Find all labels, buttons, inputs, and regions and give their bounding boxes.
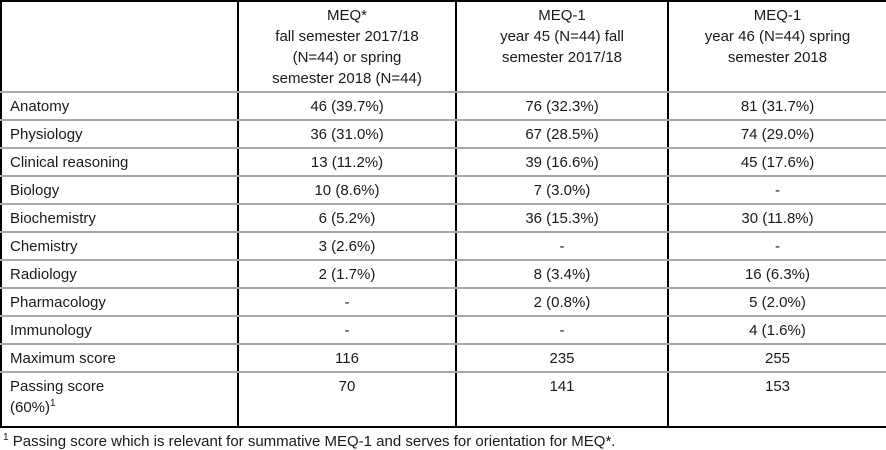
- footnote-marker: 1: [3, 432, 9, 443]
- value-cell: 7 (3.0%): [455, 175, 669, 205]
- value-cell: 6 (5.2%): [237, 203, 457, 233]
- row-label: Immunology: [0, 315, 239, 345]
- table-row: Anatomy 46 (39.7%) 76 (32.3%) 81 (31.7%): [0, 91, 886, 121]
- footnote: 1 Passing score which is relevant for su…: [0, 428, 886, 450]
- value-cell: -: [455, 315, 669, 345]
- value-cell: 153: [667, 371, 886, 428]
- row-label: Clinical reasoning: [0, 147, 239, 177]
- row-label: Passing score (60%)1: [0, 371, 239, 428]
- value-cell: 116: [237, 343, 457, 373]
- value-cell: 13 (11.2%): [237, 147, 457, 177]
- table-row: Passing score (60%)1 70 141 153: [0, 371, 886, 428]
- table-header: MEQ* fall semester 2017/18 (N=44) or spr…: [0, 0, 886, 93]
- table-row: Clinical reasoning 13 (11.2%) 39 (16.6%) 45…: [0, 147, 886, 177]
- header-topics-blank: [0, 0, 239, 93]
- value-cell: 16 (6.3%): [667, 259, 886, 289]
- header-meq1-year46: MEQ-1 year 46 (N=44) spring semester 201…: [667, 0, 886, 93]
- value-cell: 76 (32.3%): [455, 91, 669, 121]
- row-label: Physiology: [0, 119, 239, 149]
- row-label: Biology: [0, 175, 239, 205]
- value-cell: 2 (0.8%): [455, 287, 669, 317]
- value-cell: 45 (17.6%): [667, 147, 886, 177]
- row-label: Pharmacology: [0, 287, 239, 317]
- row-label: Radiology: [0, 259, 239, 289]
- value-cell: 36 (31.0%): [237, 119, 457, 149]
- header-meq1-year45: MEQ-1 year 45 (N=44) fall semester 2017/…: [455, 0, 669, 93]
- footnote-reference: 1: [50, 398, 56, 409]
- row-label: Chemistry: [0, 231, 239, 261]
- row-label: Biochemistry: [0, 203, 239, 233]
- value-cell: 3 (2.6%): [237, 231, 457, 261]
- table-row: Immunology - -4 (1.6%): [0, 315, 886, 345]
- table-row: Biology 10 (8.6%) 7 (3.0%) -: [0, 175, 886, 205]
- value-cell: -: [455, 231, 669, 261]
- table-row: Physiology 36 (31.0%) 67 (28.5%) 74 (29.0%): [0, 119, 886, 149]
- value-cell: 141: [455, 371, 669, 428]
- value-cell: 235: [455, 343, 669, 373]
- value-cell: -: [667, 231, 886, 261]
- value-cell: 10 (8.6%): [237, 175, 457, 205]
- value-cell: 36 (15.3%): [455, 203, 669, 233]
- value-cell: 74 (29.0%): [667, 119, 886, 149]
- value-cell: 2 (1.7%): [237, 259, 457, 289]
- value-cell: 81 (31.7%): [667, 91, 886, 121]
- value-cell: -: [237, 315, 457, 345]
- table-row: Maximum score 116 235 255: [0, 343, 886, 373]
- value-cell: -: [237, 287, 457, 317]
- footnote-text: Passing score which is relevant for summ…: [8, 433, 616, 450]
- header-row: MEQ* fall semester 2017/18 (N=44) or spr…: [0, 0, 886, 93]
- header-meq-star: MEQ* fall semester 2017/18 (N=44) or spr…: [237, 0, 457, 93]
- table-row: Pharmacology -2 (0.8%) 5 (2.0%): [0, 287, 886, 317]
- value-cell: 70: [237, 371, 457, 428]
- table-body: Anatomy 46 (39.7%) 76 (32.3%) 81 (31.7%) Phy…: [0, 91, 886, 428]
- row-label: Maximum score: [0, 343, 239, 373]
- value-cell: 39 (16.6%): [455, 147, 669, 177]
- table-row: Biochemistry 6 (5.2%) 36 (15.3%) 30 (11.8%): [0, 203, 886, 233]
- value-cell: -: [667, 175, 886, 205]
- row-label: Anatomy: [0, 91, 239, 121]
- value-cell: 30 (11.8%): [667, 203, 886, 233]
- table-row: Radiology 2 (1.7%) 8 (3.4%) 16 (6.3%): [0, 259, 886, 289]
- value-cell: 255: [667, 343, 886, 373]
- value-cell: 67 (28.5%): [455, 119, 669, 149]
- meq-score-table: MEQ* fall semester 2017/18 (N=44) or spr…: [0, 0, 886, 428]
- value-cell: 46 (39.7%): [237, 91, 457, 121]
- value-cell: 5 (2.0%): [667, 287, 886, 317]
- value-cell: 8 (3.4%): [455, 259, 669, 289]
- table-row: Chemistry 3 (2.6%) - -: [0, 231, 886, 261]
- value-cell: 4 (1.6%): [667, 315, 886, 345]
